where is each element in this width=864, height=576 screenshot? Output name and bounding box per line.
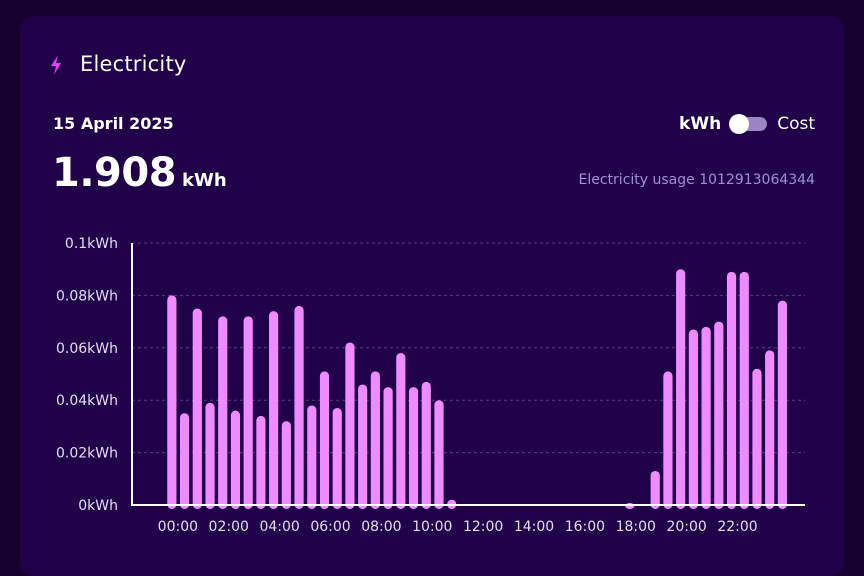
- usage-bar[interactable]: [752, 368, 762, 509]
- usage-bar[interactable]: [714, 321, 724, 509]
- usage-bar[interactable]: [726, 271, 737, 509]
- x-tick-label: 04:00: [259, 519, 299, 535]
- usage-bar[interactable]: [230, 410, 241, 509]
- x-tick-label: 20:00: [666, 519, 706, 535]
- y-tick-label: 0.08kWh: [56, 288, 118, 304]
- y-tick-label: 0.1kWh: [65, 236, 118, 252]
- y-axis-ticks: 0kWh 0.02kWh 0.04kWh 0.06kWh 0.08kWh 0.1kWh: [56, 236, 118, 514]
- total-usage-value: 1.908: [52, 150, 177, 196]
- usage-bar[interactable]: [739, 271, 749, 509]
- x-tick-label: 16:00: [565, 519, 605, 535]
- usage-bar[interactable]: [281, 421, 291, 509]
- usage-bar[interactable]: [319, 371, 330, 509]
- usage-bar[interactable]: [294, 305, 304, 509]
- unit-switch[interactable]: [729, 114, 768, 134]
- usage-bar[interactable]: [650, 470, 660, 509]
- usage-bar[interactable]: [676, 269, 686, 509]
- x-tick-label: 22:00: [717, 519, 757, 535]
- x-tick-label: 00:00: [158, 519, 198, 535]
- chart-axes: [131, 243, 805, 506]
- usage-bar-chart: 0kWh 0.02kWh 0.04kWh 0.06kWh 0.08kWh 0.1kWh 0…: [56, 236, 805, 535]
- usage-bar[interactable]: [243, 316, 253, 509]
- total-usage-unit: kWh: [182, 170, 227, 191]
- chart-bars: [167, 269, 788, 510]
- usage-date: 15 April 2025: [53, 114, 174, 133]
- y-tick-label: 0.04kWh: [56, 393, 118, 409]
- usage-bar[interactable]: [332, 408, 342, 509]
- usage-bar[interactable]: [192, 308, 202, 510]
- usage-bar[interactable]: [777, 300, 788, 509]
- switch-knob[interactable]: [729, 114, 750, 134]
- x-tick-label: 02:00: [209, 519, 249, 535]
- usage-bar[interactable]: [269, 311, 279, 509]
- x-tick-label: 18:00: [616, 519, 656, 535]
- usage-bar[interactable]: [205, 402, 215, 509]
- total-usage: 1.908 kWh: [52, 150, 227, 196]
- usage-bar[interactable]: [383, 387, 393, 509]
- usage-bar[interactable]: [701, 326, 711, 509]
- y-tick-label: 0.06kWh: [56, 341, 118, 357]
- y-tick-label: 0.02kWh: [56, 446, 118, 462]
- usage-bar[interactable]: [345, 342, 355, 509]
- usage-bar[interactable]: [370, 371, 380, 509]
- x-tick-label: 08:00: [361, 519, 401, 535]
- unit-toggle[interactable]: kWh Cost: [679, 114, 815, 134]
- x-axis-ticks: 00:00 02:00 04:00 06:00 08:00 10:00 12:00 14:00…: [158, 519, 758, 535]
- usage-bar[interactable]: [167, 295, 177, 509]
- usage-bar[interactable]: [179, 413, 190, 509]
- usage-bar[interactable]: [688, 329, 698, 509]
- usage-bar[interactable]: [663, 371, 673, 509]
- meter-label: Electricity usage 1012913064344: [578, 172, 815, 188]
- usage-bar[interactable]: [307, 405, 317, 509]
- x-tick-label: 14:00: [514, 519, 554, 535]
- lightning-bolt-icon: [51, 55, 61, 75]
- usage-bar[interactable]: [421, 381, 431, 509]
- card-title: Electricity: [80, 52, 187, 76]
- usage-bar[interactable]: [434, 400, 444, 509]
- x-tick-label: 10:00: [412, 519, 452, 535]
- usage-bar[interactable]: [256, 415, 266, 509]
- usage-bar[interactable]: [396, 353, 406, 509]
- x-tick-label: 06:00: [310, 519, 350, 535]
- usage-bar[interactable]: [358, 384, 368, 509]
- toggle-cost-label[interactable]: Cost: [777, 114, 815, 134]
- y-tick-label: 0kWh: [78, 498, 118, 514]
- usage-bar[interactable]: [408, 387, 419, 509]
- toggle-kwh-label[interactable]: kWh: [679, 114, 722, 134]
- usage-bar[interactable]: [218, 316, 228, 509]
- usage-bar[interactable]: [765, 350, 775, 509]
- x-tick-label: 12:00: [463, 519, 503, 535]
